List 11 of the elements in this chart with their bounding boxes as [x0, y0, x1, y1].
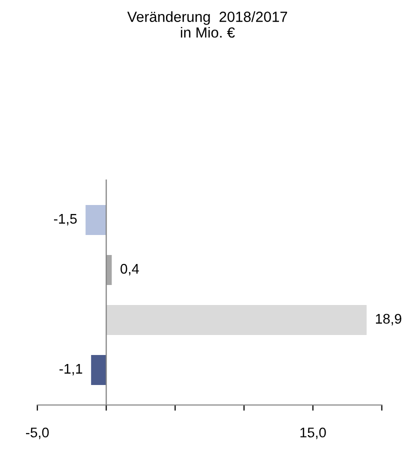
x-tick-label: 15,0: [300, 428, 326, 440]
data-label: -1,5: [54, 214, 77, 226]
chart-title: Veränderung 2018/2017 in Mio. €: [127, 11, 288, 38]
bar: [86, 205, 106, 235]
data-label: 0,4: [120, 264, 139, 276]
data-label: 18,9: [376, 314, 402, 326]
data-label: -1,1: [60, 364, 82, 376]
x-tick-label: -5,0: [26, 428, 49, 440]
bar: [106, 305, 367, 335]
bar: [106, 255, 112, 285]
bar: [91, 355, 106, 385]
